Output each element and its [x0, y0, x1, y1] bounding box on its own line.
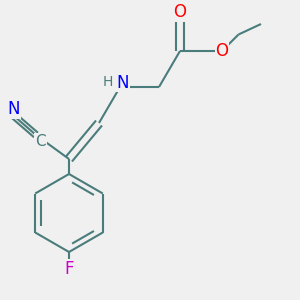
Text: O: O [215, 42, 229, 60]
Text: H: H [103, 76, 113, 89]
Text: F: F [64, 260, 74, 278]
Text: N: N [7, 100, 20, 118]
Text: O: O [173, 3, 187, 21]
Text: C: C [35, 134, 46, 148]
Text: N: N [117, 74, 129, 92]
